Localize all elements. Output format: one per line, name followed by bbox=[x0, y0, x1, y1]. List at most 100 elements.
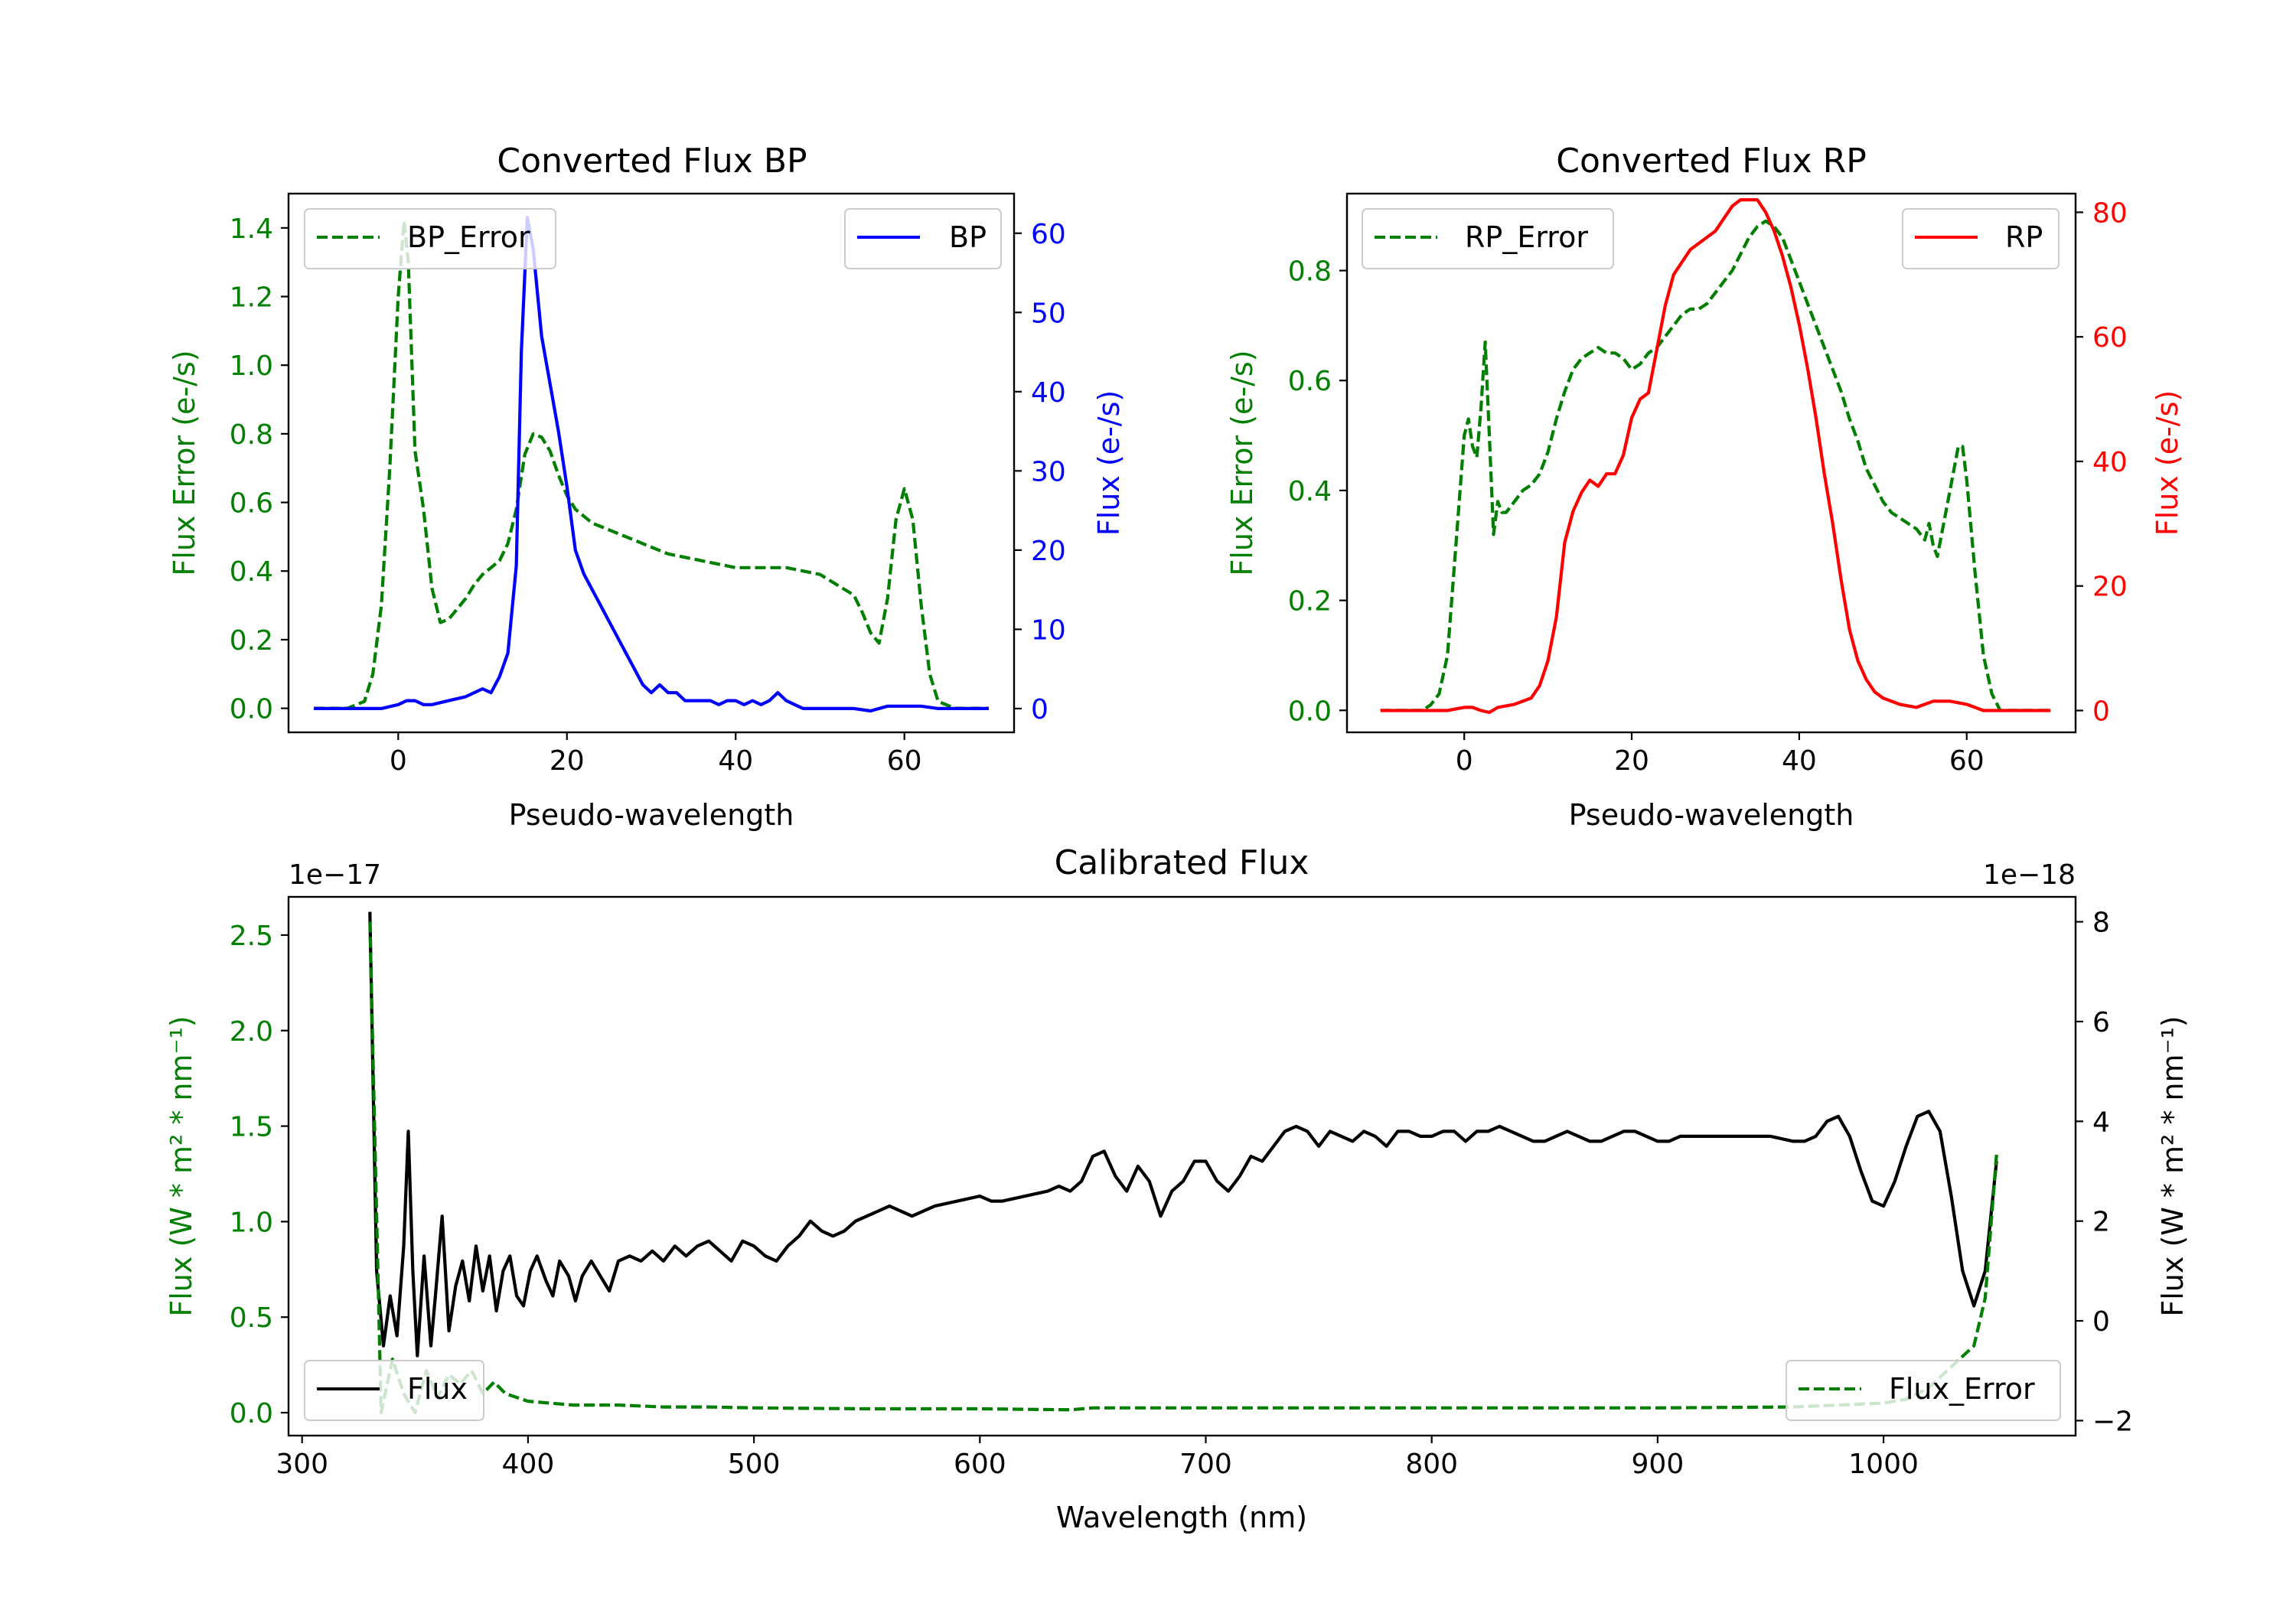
bp-y-right-tick-label: 0 bbox=[1031, 694, 1049, 725]
calibrated-y-left-tick-label: 0.5 bbox=[230, 1302, 273, 1334]
rp-y-right-label: Flux (e-/s) bbox=[2151, 390, 2184, 536]
rp-legend-label: RP bbox=[2005, 220, 2043, 254]
bp-y-left-tick-label: 0.6 bbox=[230, 488, 273, 520]
rp-error-legend: RP_Error bbox=[1362, 208, 1614, 269]
rp-x-ticks: 0 20 40 60 bbox=[1456, 732, 1985, 777]
calibrated-left-offset: 1e−17 bbox=[289, 859, 381, 891]
rp-error-legend-box bbox=[1362, 208, 1614, 269]
calibrated-x-tick-label: 600 bbox=[954, 1449, 1006, 1480]
bp-y-right-label: Flux (e-/s) bbox=[1092, 390, 1126, 536]
calibrated-frame bbox=[287, 895, 2077, 1437]
calibrated-y-right-ticks: −2 0 2 4 6 8 bbox=[2076, 908, 2133, 1437]
bp-title: Converted Flux BP bbox=[497, 142, 807, 181]
bp-x-tick-label: 40 bbox=[718, 745, 753, 777]
rp-y-right-tick-label: 60 bbox=[2092, 322, 2128, 354]
bp-y-right-tick-label: 30 bbox=[1031, 456, 1066, 487]
rp-legend: RP bbox=[1902, 208, 2060, 269]
calibrated-error-legend: Flux_Error bbox=[1786, 1360, 2061, 1421]
bp-error-legend-label: BP_Error bbox=[407, 220, 530, 254]
rp-series-rp-error-line bbox=[1380, 219, 2051, 712]
bp-y-left-label: Flux Error (e-/s) bbox=[168, 350, 201, 575]
bp-series-bp-line bbox=[314, 216, 989, 713]
rp-panel: Converted Flux RP 0 20 40 60 0.00.20.40.60.… bbox=[1225, 142, 2184, 832]
calibrated-y-right-label: Flux (W * m² * nm⁻¹) bbox=[2156, 1015, 2190, 1316]
bp-y-right-ticks: 0 10 20 30 40 50 60 bbox=[1014, 219, 1066, 725]
calibrated-flux-legend: Flux bbox=[304, 1360, 484, 1421]
rp-y-left-tick-label: 0.2 bbox=[1288, 586, 1332, 618]
calibrated-right-offset: 1e−18 bbox=[1983, 859, 2076, 891]
rp-x-tick-label: 60 bbox=[1949, 745, 1985, 777]
calibrated-y-right-tick-label: 8 bbox=[2092, 908, 2110, 939]
calibrated-flux-legend-box bbox=[304, 1360, 484, 1421]
rp-x-tick-label: 40 bbox=[1782, 745, 1817, 777]
bp-y-right-tick-label: 40 bbox=[1031, 377, 1066, 409]
bp-y-right-tick-label: 60 bbox=[1031, 219, 1066, 250]
calibrated-y-right-tick-label: 4 bbox=[2092, 1107, 2110, 1138]
calibrated-x-tick-label: 700 bbox=[1179, 1449, 1232, 1480]
calibrated-x-tick-label: 800 bbox=[1405, 1449, 1458, 1480]
calibrated-x-tick-label: 300 bbox=[276, 1449, 328, 1480]
calibrated-panel: Calibrated Flux 1e−17 1e−18 300 400 500 600… bbox=[165, 843, 2190, 1534]
calibrated-y-right-tick-label: 6 bbox=[2092, 1007, 2110, 1038]
bp-y-left-tick-label: 0.0 bbox=[230, 694, 273, 725]
bp-y-right-tick-label: 50 bbox=[1031, 298, 1066, 329]
calibrated-series-flux-error-line bbox=[368, 921, 1998, 1415]
rp-x-tick-label: 20 bbox=[1614, 745, 1649, 777]
bp-legend-label: BP bbox=[949, 220, 987, 254]
rp-y-right-tick-label: 20 bbox=[2092, 572, 2128, 603]
calibrated-series-flux-line bbox=[368, 911, 1998, 1358]
rp-x-label: Pseudo-wavelength bbox=[1569, 798, 1854, 832]
rp-plot-area bbox=[1380, 198, 2051, 715]
bp-x-tick-label: 60 bbox=[887, 745, 922, 777]
bp-y-left-tick-label: 0.8 bbox=[230, 419, 273, 451]
calibrated-x-tick-label: 400 bbox=[502, 1449, 555, 1480]
calibrated-flux-legend-label: Flux bbox=[407, 1372, 468, 1406]
rp-y-right-ticks: 0 20 40 60 80 bbox=[2076, 197, 2128, 728]
bp-series-bp-error-line bbox=[314, 219, 989, 710]
rp-y-left-tick-label: 0.0 bbox=[1288, 696, 1332, 727]
rp-y-left-tick-label: 0.6 bbox=[1288, 366, 1332, 397]
rp-y-right-tick-label: 40 bbox=[2092, 447, 2128, 478]
calibrated-y-left-tick-label: 1.0 bbox=[230, 1207, 273, 1238]
bp-plot-area bbox=[314, 216, 989, 713]
calibrated-y-left-tick-label: 1.5 bbox=[230, 1112, 273, 1143]
rp-y-left-label: Flux Error (e-/s) bbox=[1225, 350, 1259, 575]
bp-x-tick-label: 0 bbox=[390, 745, 407, 777]
calibrated-x-tick-label: 500 bbox=[728, 1449, 781, 1480]
calibrated-y-left-label: Flux (W * m² * nm⁻¹) bbox=[165, 1015, 198, 1316]
rp-y-left-tick-label: 0.4 bbox=[1288, 476, 1332, 507]
calibrated-y-left-tick-label: 2.0 bbox=[230, 1016, 273, 1048]
calibrated-y-right-tick-label: 0 bbox=[2092, 1306, 2110, 1338]
bp-y-left-tick-label: 1.2 bbox=[230, 282, 273, 314]
bp-panel: Converted Flux BP 0 20 40 60 0.00.20.40.60.… bbox=[168, 142, 1126, 832]
calibrated-y-left-tick-label: 0.0 bbox=[230, 1398, 273, 1429]
calibrated-error-legend-label: Flux_Error bbox=[1889, 1372, 2035, 1406]
rp-y-right-tick-label: 80 bbox=[2092, 197, 2128, 229]
calibrated-x-tick-label: 1000 bbox=[1848, 1449, 1919, 1480]
bp-error-legend-box bbox=[304, 208, 556, 269]
bp-y-right-tick-label: 20 bbox=[1031, 536, 1066, 567]
bp-legend-box bbox=[844, 208, 1002, 269]
calibrated-x-ticks: 300 400 500 600 700 800 900 1000 bbox=[276, 1436, 1919, 1480]
calibrated-y-left-tick-label: 2.5 bbox=[230, 921, 273, 952]
calibrated-plot-area bbox=[368, 911, 1998, 1415]
rp-legend-box bbox=[1902, 208, 2060, 269]
calibrated-x-tick-label: 900 bbox=[1632, 1449, 1684, 1480]
rp-y-left-ticks: 0.0 0.2 0.4 0.6 0.8 bbox=[1288, 256, 1347, 727]
rp-x-tick-label: 0 bbox=[1456, 745, 1473, 777]
calibrated-title: Calibrated Flux bbox=[1055, 843, 1309, 882]
bp-legend: BP bbox=[844, 208, 1002, 269]
bp-error-legend: BP_Error bbox=[304, 208, 556, 269]
bp-y-left-tick-label: 1.4 bbox=[230, 214, 273, 245]
bp-y-right-tick-label: 10 bbox=[1031, 614, 1066, 646]
rp-y-right-tick-label: 0 bbox=[2092, 696, 2110, 728]
calibrated-y-right-tick-label: 2 bbox=[2092, 1207, 2110, 1238]
rp-series-rp-line bbox=[1380, 198, 2051, 715]
rp-title: Converted Flux RP bbox=[1556, 142, 1867, 181]
bp-y-left-tick-label: 0.4 bbox=[230, 556, 273, 588]
calibrated-error-legend-box bbox=[1786, 1360, 2061, 1421]
rp-error-legend-label: RP_Error bbox=[1465, 220, 1588, 254]
calibrated-y-left-ticks: 0.0 0.5 1.0 1.5 2.0 2.5 bbox=[230, 921, 289, 1429]
bp-x-ticks: 0 20 40 60 bbox=[390, 732, 922, 777]
